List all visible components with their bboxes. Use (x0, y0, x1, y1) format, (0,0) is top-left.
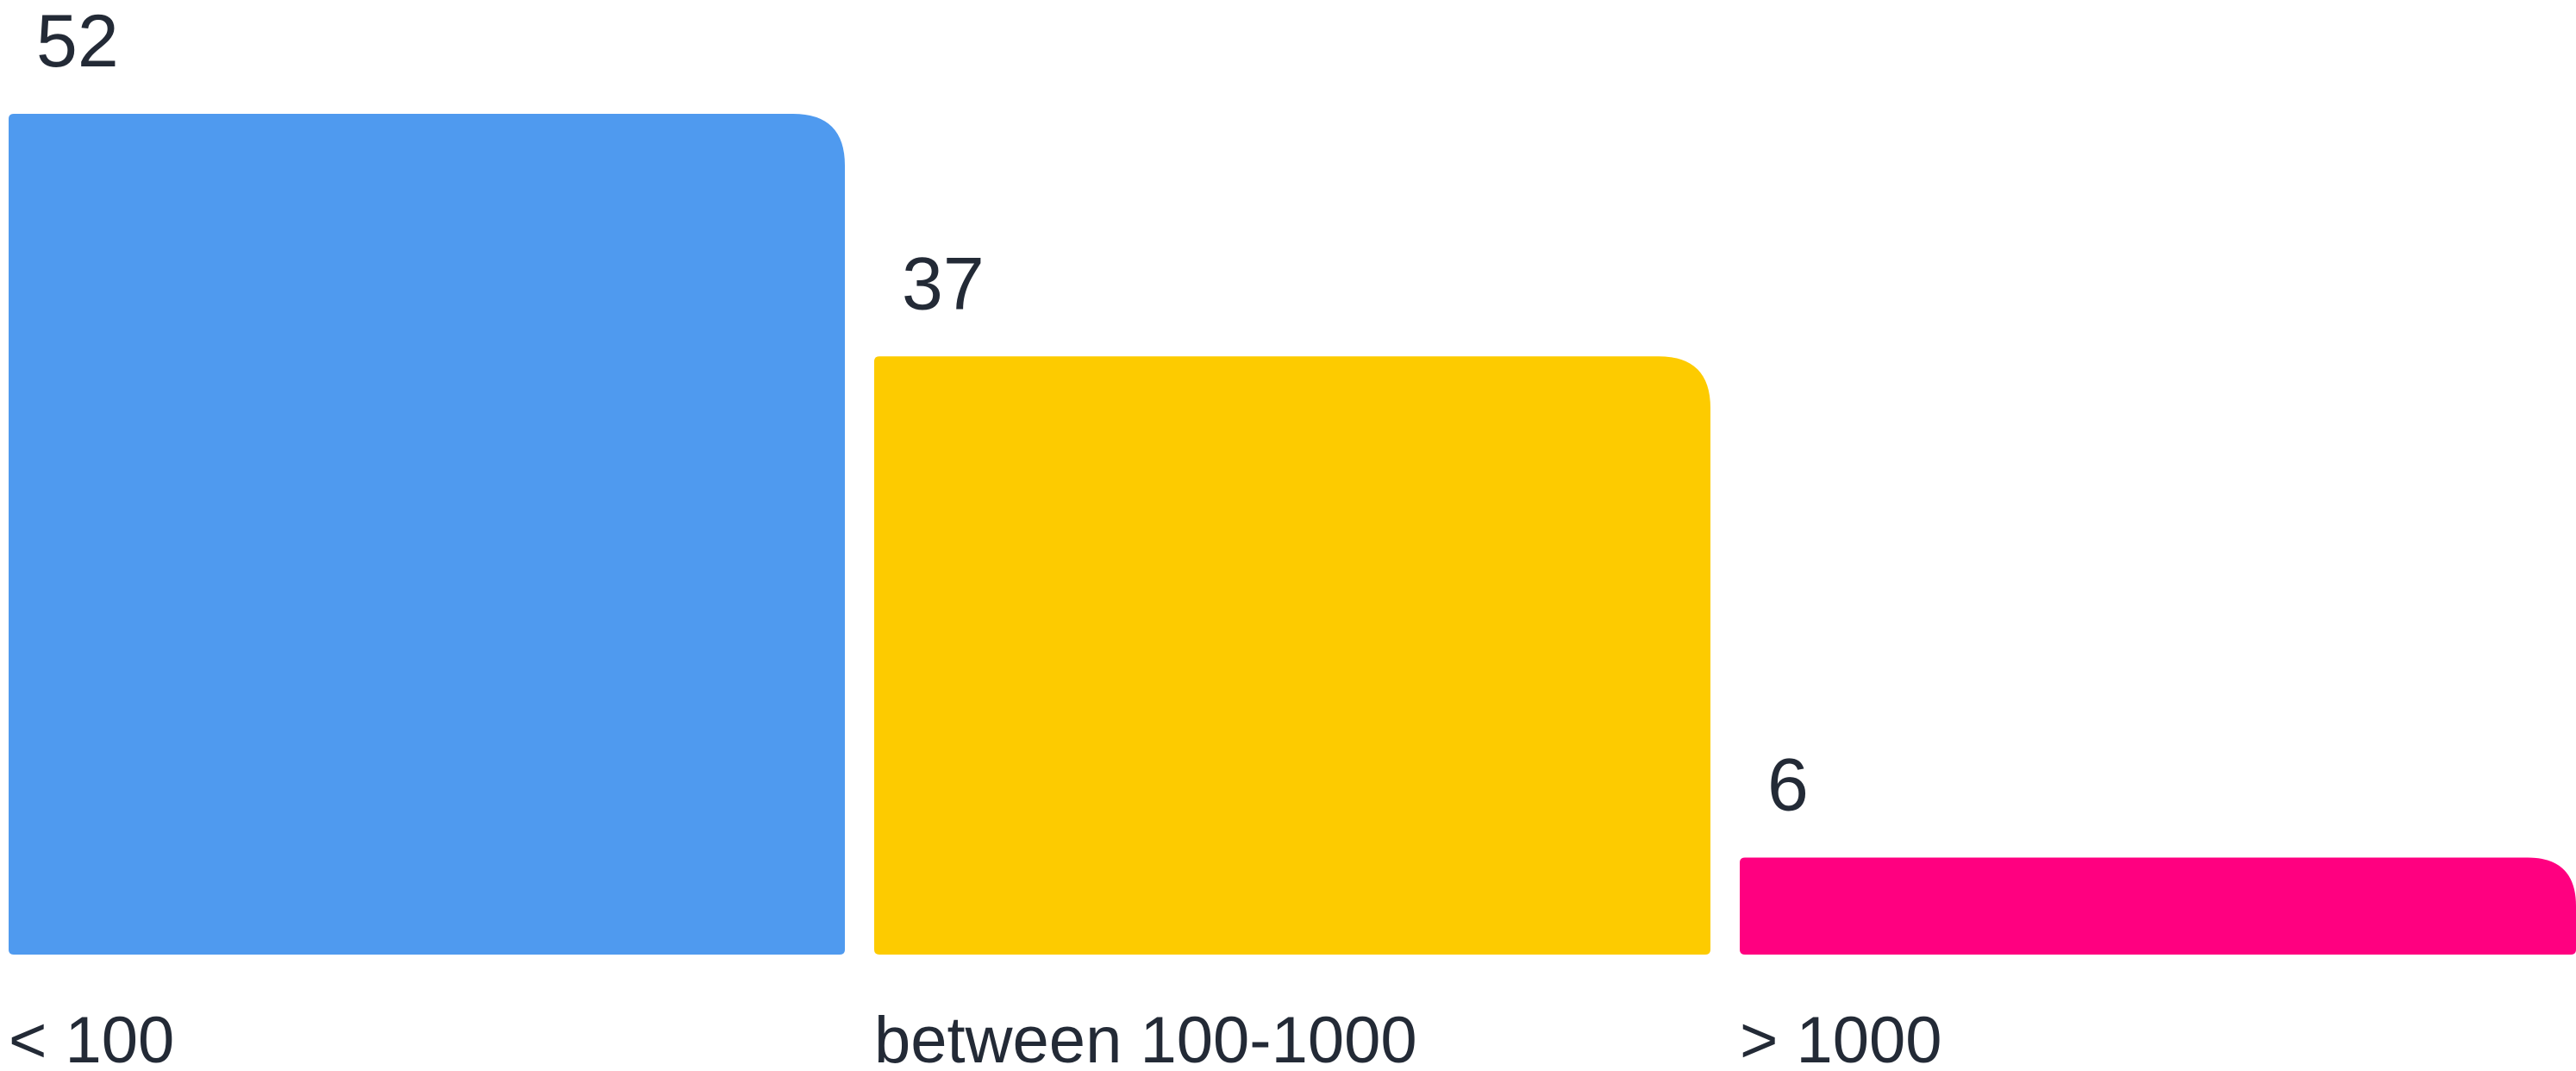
value-label-between-100-1000: 37 (902, 242, 985, 325)
bar-1000 (1740, 857, 2576, 955)
bar-between-100-1000 (874, 356, 1710, 955)
bars-group (9, 114, 2576, 955)
category-label-100: < 100 (9, 1004, 174, 1071)
category-label-between-100-1000: between 100-1000 (874, 1004, 1417, 1071)
bar-100 (9, 114, 845, 955)
category-label-1000: > 1000 (1740, 1004, 1942, 1071)
value-label-1000: 6 (1767, 744, 1809, 827)
value-labels-group: 52 37 6 (36, 0, 1809, 827)
category-labels-group: < 100 between 100-1000 > 1000 (9, 1004, 1942, 1071)
value-label-100: 52 (36, 0, 119, 83)
